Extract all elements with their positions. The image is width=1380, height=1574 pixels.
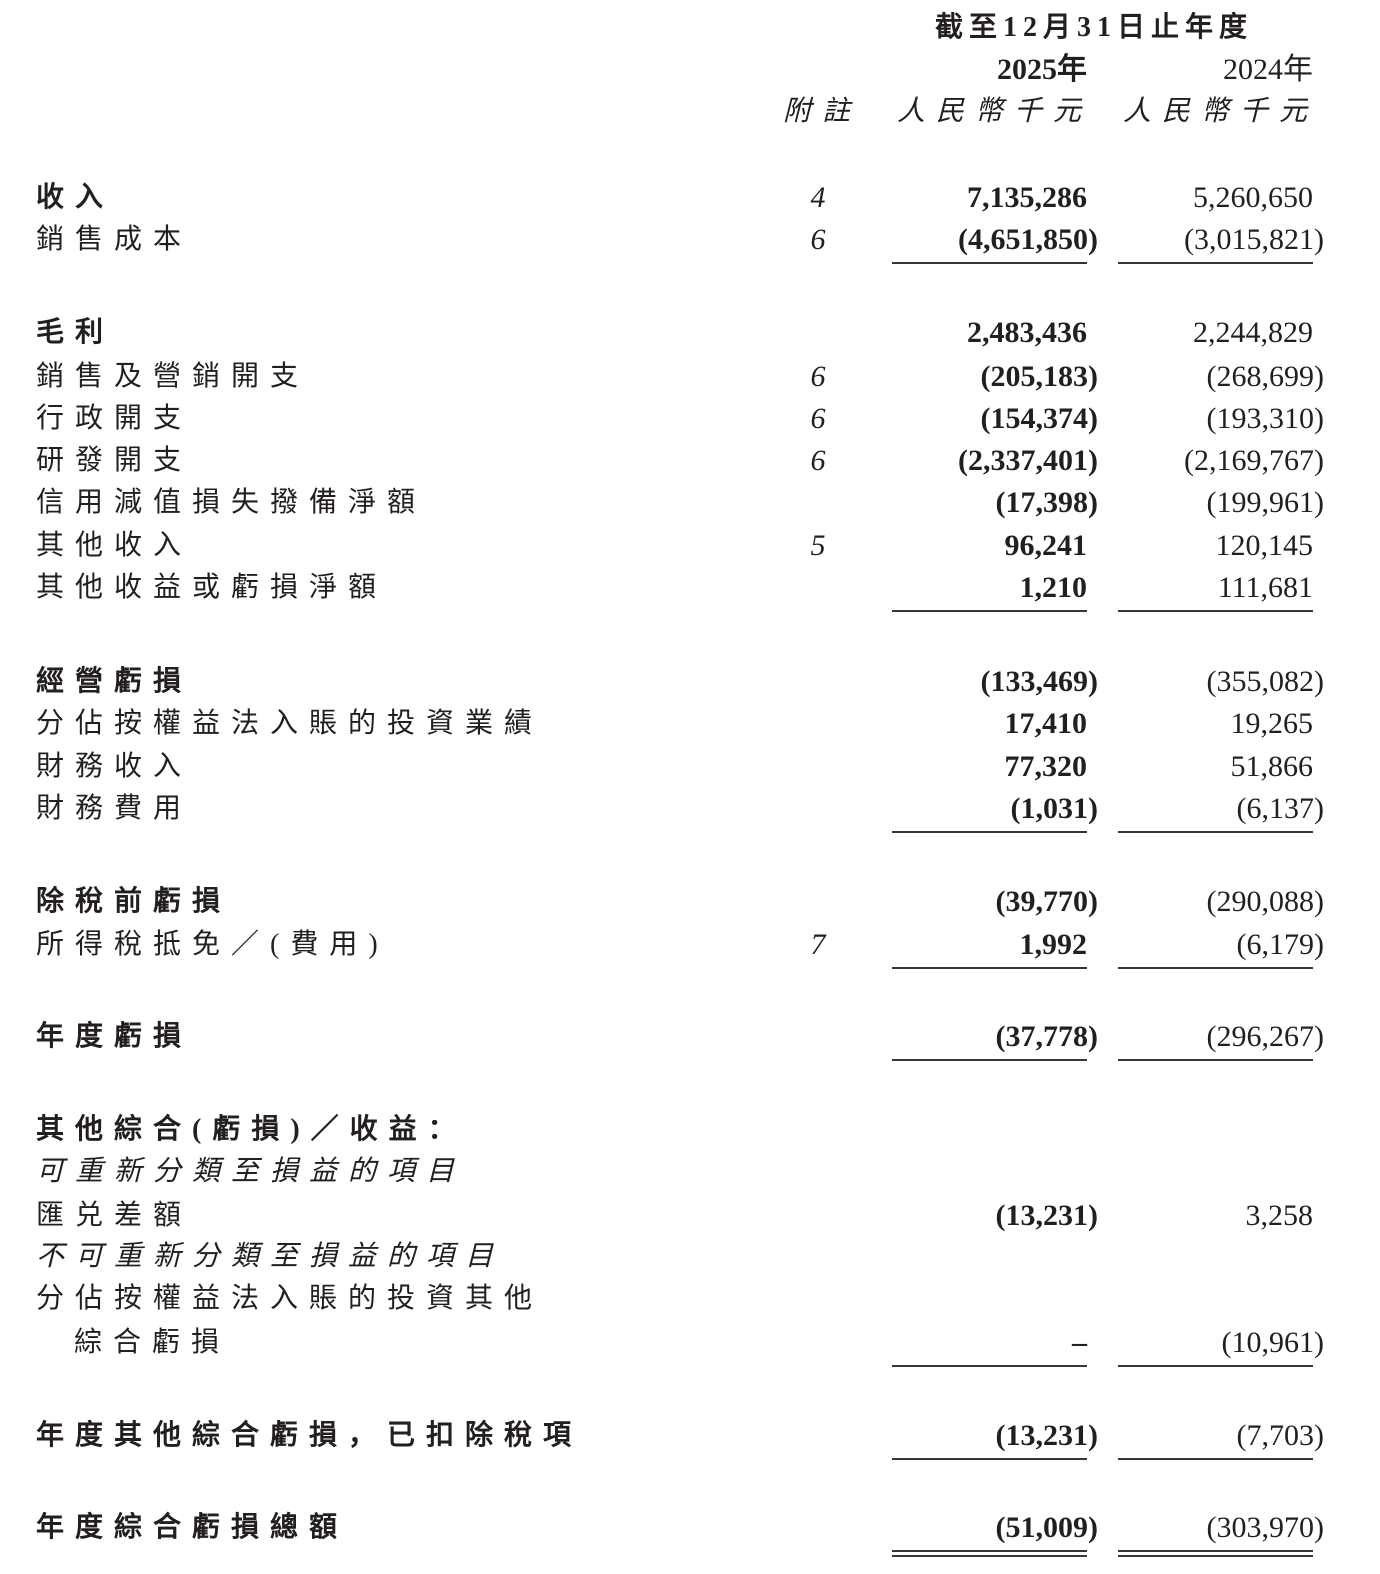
value-2025: 77,320 bbox=[1004, 750, 1088, 783]
underline-2024 bbox=[1118, 262, 1313, 264]
row-label: 其他收益或虧損淨額 bbox=[36, 572, 388, 603]
underline-2025 bbox=[892, 1059, 1087, 1061]
value-2025: (37,778) bbox=[995, 1020, 1098, 1053]
value-2025: 1,210 bbox=[1019, 571, 1088, 604]
value-2024: (2,169,767) bbox=[1184, 444, 1324, 477]
row-label: 除稅前虧損 bbox=[36, 886, 232, 917]
value-2025: (4,651,850) bbox=[958, 223, 1098, 256]
row-note: 6 bbox=[810, 360, 826, 393]
value-2025: 7,135,286 bbox=[967, 181, 1087, 214]
underline-2024 bbox=[1118, 610, 1313, 612]
value-2025: 2,483,436 bbox=[967, 316, 1087, 349]
value-2025: 1,992 bbox=[1019, 928, 1088, 961]
value-2024: 120,145 bbox=[1215, 529, 1314, 562]
row-label: 財務費用 bbox=[36, 793, 193, 824]
row-label: 年度其他綜合虧損，已扣除稅項 bbox=[36, 1420, 583, 1451]
value-2024: (7,703) bbox=[1236, 1419, 1324, 1452]
row-label: 綜合虧損 bbox=[74, 1327, 231, 1358]
row-label: 銷售成本 bbox=[36, 224, 193, 255]
double-underline-2024 bbox=[1118, 1555, 1313, 1557]
row-label: 研發開支 bbox=[36, 445, 193, 476]
row-label: 可重新分類至損益的項目 bbox=[36, 1156, 466, 1187]
value-2025: – bbox=[1072, 1326, 1087, 1359]
value-2024: (10,961) bbox=[1221, 1326, 1324, 1359]
row-note: 6 bbox=[810, 223, 826, 256]
row-label: 毛利 bbox=[36, 317, 115, 348]
row-label: 行政開支 bbox=[36, 403, 193, 434]
value-2024: (6,179) bbox=[1236, 928, 1324, 961]
underline-2024 bbox=[1118, 1458, 1313, 1460]
value-2025: (39,770) bbox=[995, 885, 1098, 918]
value-2024: 5,260,650 bbox=[1193, 181, 1313, 214]
row-label: 年度虧損 bbox=[36, 1021, 193, 1052]
row-label: 匯兑差額 bbox=[36, 1200, 193, 1231]
row-note: 4 bbox=[810, 181, 826, 214]
underline-2025 bbox=[892, 831, 1087, 833]
unit-prior: 人民幣千元 bbox=[1123, 96, 1319, 127]
row-note: 6 bbox=[810, 444, 826, 477]
value-2025: 96,241 bbox=[1004, 529, 1088, 562]
value-2024: 19,265 bbox=[1230, 707, 1314, 740]
row-label: 分佔按權益法入賬的投資其他 bbox=[36, 1283, 544, 1314]
value-2024: (199,961) bbox=[1206, 486, 1324, 519]
value-2025: (2,337,401) bbox=[958, 444, 1098, 477]
value-2024: (303,970) bbox=[1206, 1511, 1324, 1544]
row-label: 經營虧損 bbox=[36, 666, 193, 697]
double-underline-2025 bbox=[892, 1550, 1087, 1552]
value-2024: 51,866 bbox=[1230, 750, 1314, 783]
value-2025: (13,231) bbox=[995, 1419, 1098, 1452]
value-2024: (193,310) bbox=[1206, 402, 1324, 435]
value-2024: (3,015,821) bbox=[1184, 223, 1324, 256]
value-2025: (17,398) bbox=[995, 486, 1098, 519]
value-2025: (1,031) bbox=[1010, 792, 1098, 825]
period-heading: 截至12月31日止年度 bbox=[935, 12, 1254, 43]
underline-2025 bbox=[892, 1365, 1087, 1367]
unit-current: 人民幣千元 bbox=[897, 96, 1093, 127]
row-label: 銷售及營銷開支 bbox=[36, 361, 310, 392]
value-2025: (154,374) bbox=[980, 402, 1098, 435]
double-underline-2025 bbox=[892, 1555, 1087, 1557]
value-2024: (268,699) bbox=[1206, 360, 1324, 393]
row-label: 信用減值損失撥備淨額 bbox=[36, 487, 427, 518]
row-label: 不可重新分類至損益的項目 bbox=[36, 1241, 505, 1272]
underline-2024 bbox=[1118, 967, 1313, 969]
value-2024: 2,244,829 bbox=[1193, 316, 1313, 349]
underline-2024 bbox=[1118, 1365, 1313, 1367]
row-note: 5 bbox=[810, 529, 826, 562]
value-2025: (133,469) bbox=[980, 665, 1098, 698]
underline-2025 bbox=[892, 1458, 1087, 1460]
row-label: 財務收入 bbox=[36, 751, 193, 782]
value-2024: (355,082) bbox=[1206, 665, 1324, 698]
value-2025: (13,231) bbox=[995, 1199, 1098, 1232]
row-label: 收入 bbox=[36, 182, 115, 213]
underline-2025 bbox=[892, 610, 1087, 612]
value-2024: (6,137) bbox=[1236, 792, 1324, 825]
row-note: 6 bbox=[810, 402, 826, 435]
underline-2024 bbox=[1118, 831, 1313, 833]
row-note: 7 bbox=[810, 928, 826, 961]
value-2024: (290,088) bbox=[1206, 885, 1324, 918]
row-label: 所得稅抵免／(費用) bbox=[36, 929, 389, 960]
value-2025: (205,183) bbox=[980, 360, 1098, 393]
underline-2024 bbox=[1118, 1059, 1313, 1061]
year-current: 2025年 bbox=[997, 53, 1087, 86]
underline-2025 bbox=[892, 262, 1087, 264]
row-label: 其他綜合(虧損)／收益： bbox=[36, 1114, 467, 1145]
value-2024: 111,681 bbox=[1217, 571, 1313, 604]
value-2025: (51,009) bbox=[995, 1511, 1098, 1544]
row-label: 年度綜合虧損總額 bbox=[36, 1512, 349, 1543]
value-2024: (296,267) bbox=[1206, 1020, 1324, 1053]
year-prior: 2024年 bbox=[1223, 53, 1313, 86]
row-label: 其他收入 bbox=[36, 530, 193, 561]
underline-2025 bbox=[892, 967, 1087, 969]
row-label: 分佔按權益法入賬的投資業績 bbox=[36, 708, 544, 739]
note-column-label: 附註 bbox=[783, 96, 862, 127]
value-2024: 3,258 bbox=[1245, 1199, 1314, 1232]
double-underline-2024 bbox=[1118, 1550, 1313, 1552]
value-2025: 17,410 bbox=[1004, 707, 1088, 740]
